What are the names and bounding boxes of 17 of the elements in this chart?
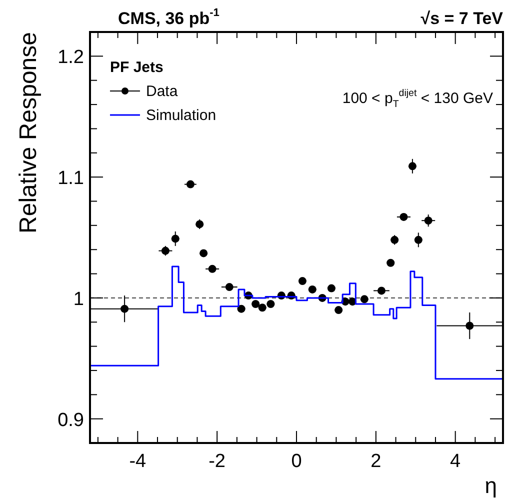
x-tick-label: 2	[370, 451, 382, 472]
y-tick-label: 1.2	[58, 47, 84, 68]
x-tick-label: 0	[291, 451, 302, 472]
x-axis-title: η	[484, 473, 497, 498]
y-axis-title: Relative Response	[15, 32, 42, 234]
x-tick-label: -2	[208, 451, 226, 472]
annotation: 100 < p$_{T}$$^{dijet}$ < 130 GeV	[342, 88, 493, 110]
y-tick-label: 0.9	[58, 410, 84, 431]
chart-subtitle: √s = 7 TeV	[420, 9, 504, 28]
x-tick-label: -4	[129, 451, 147, 472]
chart-title: CMS, 36 pb$^{-1}$	[118, 7, 220, 28]
legend-label: Data	[146, 83, 178, 100]
x-tick-label: 4	[450, 451, 462, 472]
legend-label: Simulation	[146, 107, 216, 124]
legend-title: PF Jets	[110, 59, 164, 76]
y-tick-label: 1	[73, 288, 84, 310]
y-tick-label: 1.1	[58, 168, 84, 190]
